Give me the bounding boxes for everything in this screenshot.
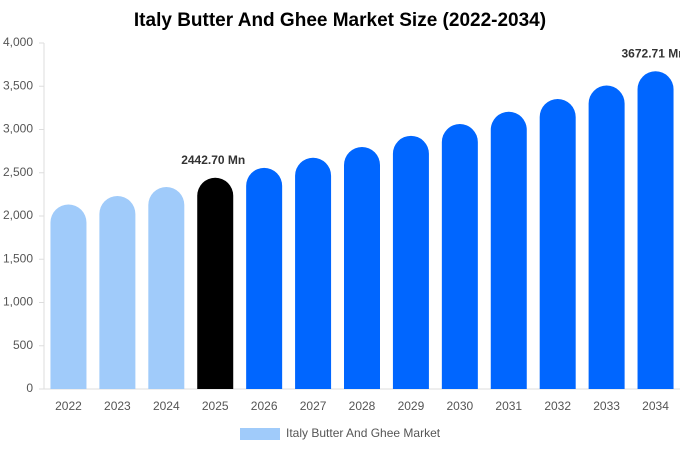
bar xyxy=(637,71,674,390)
x-tick-label: 2033 xyxy=(593,399,620,413)
y-tick-label: 500 xyxy=(13,338,33,352)
y-tick-label: 3,000 xyxy=(3,122,33,136)
y-tick-label: 1,000 xyxy=(3,295,33,309)
x-tick-label: 2029 xyxy=(398,399,425,413)
legend-label: Italy Butter And Ghee Market xyxy=(286,426,441,440)
x-tick-label: 2032 xyxy=(544,399,571,413)
x-tick-label: 2025 xyxy=(202,399,229,413)
x-tick-label: 2030 xyxy=(446,399,473,413)
x-tick-label: 2026 xyxy=(251,399,278,413)
y-tick-label: 1,500 xyxy=(3,251,33,265)
x-tick-label: 2028 xyxy=(349,399,376,413)
bar xyxy=(295,157,332,389)
bar xyxy=(148,187,185,389)
bar xyxy=(246,167,283,389)
bar xyxy=(392,135,429,389)
bar xyxy=(344,146,380,389)
y-tick-label: 2,500 xyxy=(3,165,33,179)
x-tick-label: 2022 xyxy=(55,399,82,413)
x-tick-label: 2034 xyxy=(642,399,669,413)
x-tick-label: 2031 xyxy=(495,399,522,413)
bar xyxy=(588,85,625,390)
value-label: 2442.70 Mn xyxy=(181,153,245,167)
bar xyxy=(197,177,234,389)
y-tick-label: 4,000 xyxy=(3,35,33,49)
x-tick-label: 2024 xyxy=(153,399,180,413)
y-tick-label: 0 xyxy=(26,381,33,395)
x-tick-label: 2023 xyxy=(104,399,131,413)
legend-swatch xyxy=(240,428,280,440)
y-tick-label: 3,500 xyxy=(3,78,33,92)
bar xyxy=(441,124,478,389)
chart-title: Italy Butter And Ghee Market Size (2022-… xyxy=(134,10,546,31)
bar xyxy=(490,111,527,389)
bar xyxy=(539,98,576,389)
value-label: 3672.71 Mn xyxy=(622,46,680,60)
x-tick-label: 2027 xyxy=(300,399,327,413)
bar xyxy=(99,196,136,389)
bar xyxy=(50,204,87,389)
y-tick-label: 2,000 xyxy=(3,208,33,222)
